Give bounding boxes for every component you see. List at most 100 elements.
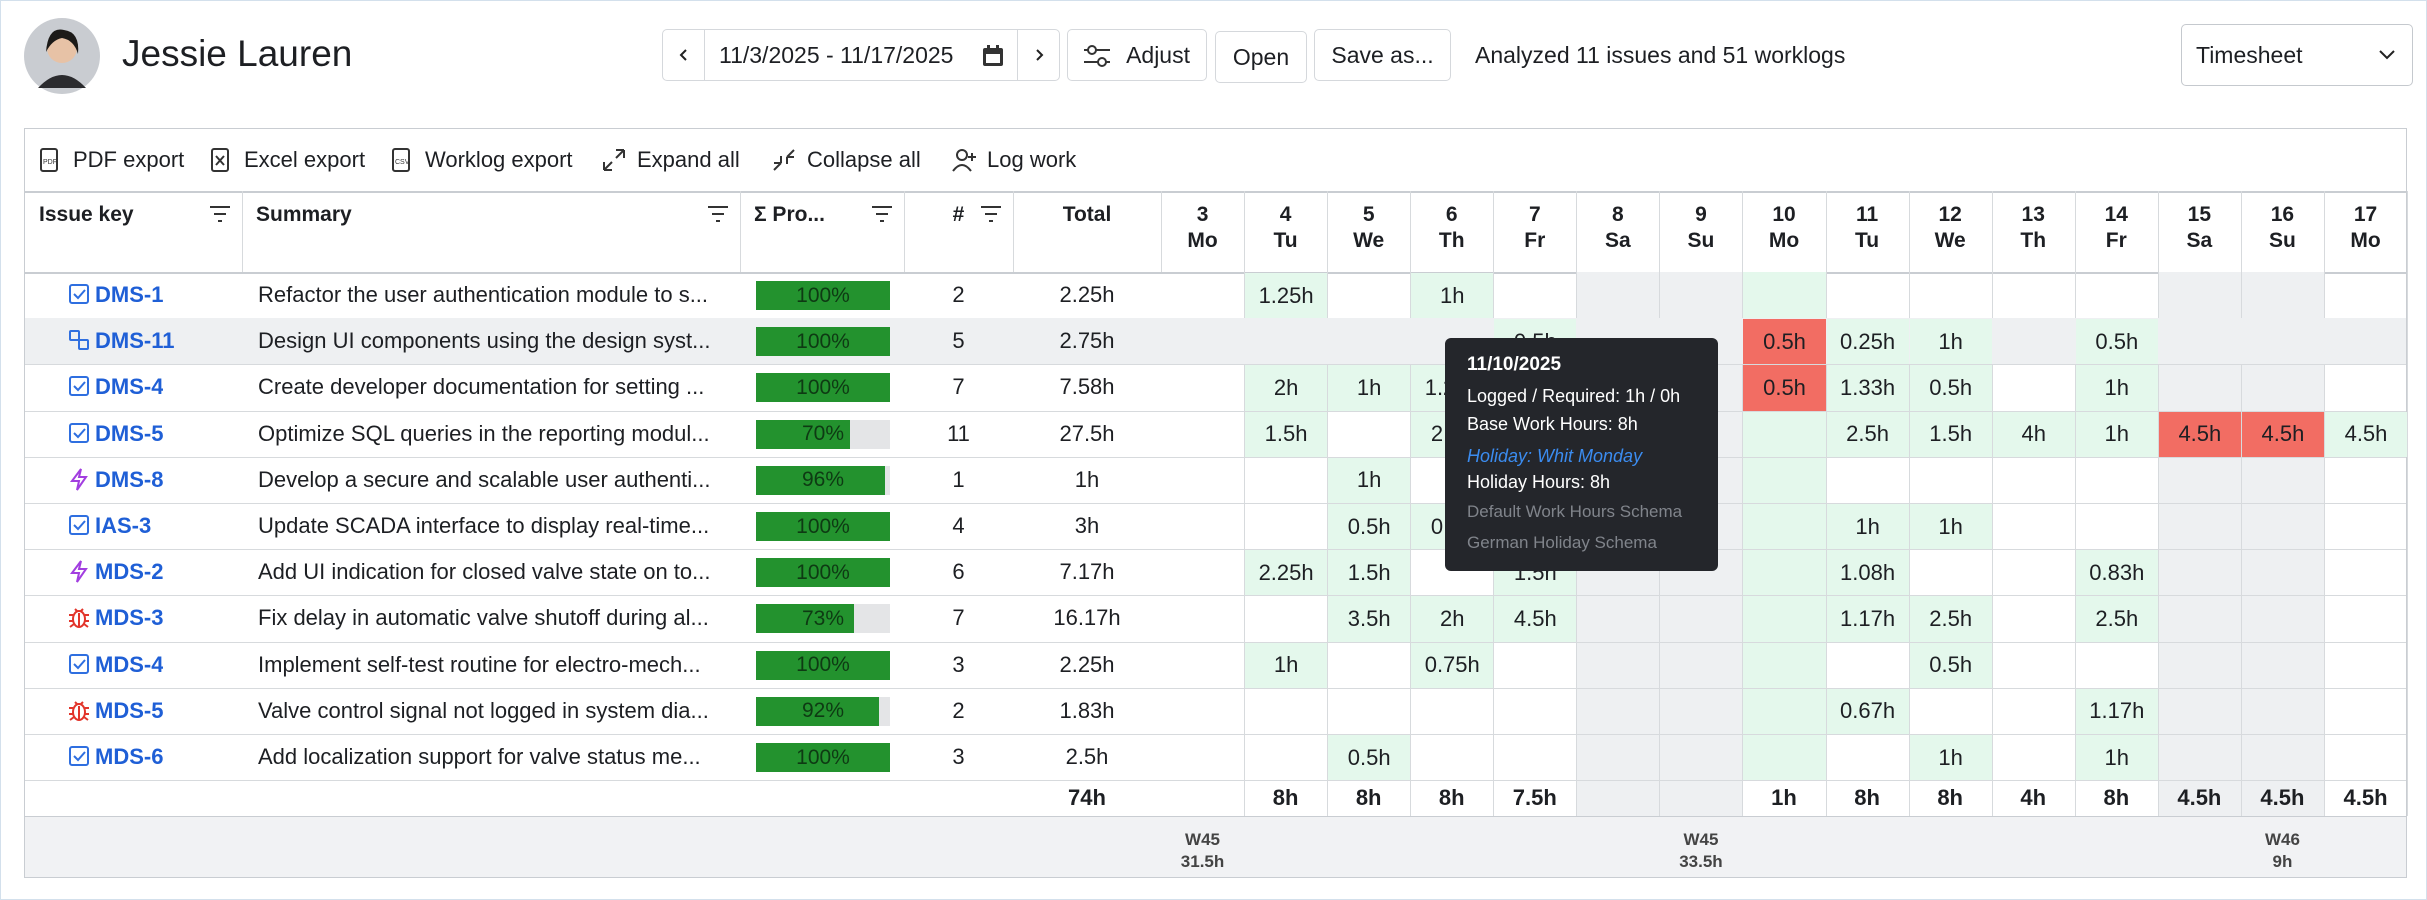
issue-count: 1: [952, 466, 965, 492]
issue-key[interactable]: DMS-1: [95, 282, 164, 308]
worklog-cell[interactable]: 2h: [1245, 365, 1328, 411]
issue-key[interactable]: MDS-3: [95, 605, 164, 631]
summary: Design UI components using the design sy…: [258, 328, 711, 354]
day-weekday: Mo: [2350, 229, 2381, 252]
progress-track: 100%: [756, 327, 890, 357]
worklog-cell[interactable]: 1h: [1328, 457, 1411, 503]
issue-total: 27.5h: [1059, 420, 1115, 446]
worklog-cell[interactable]: 1.25h: [1245, 273, 1328, 319]
toolbar-button[interactable]: PDF PDF export: [37, 143, 184, 177]
week-label: W45: [1683, 830, 1719, 850]
overtime-cell[interactable]: 0.5h: [1743, 365, 1826, 411]
toolbar-icon: PDF: [40, 148, 58, 172]
issue-key[interactable]: MDS-5: [95, 697, 164, 723]
issue-key[interactable]: DMS-4: [95, 374, 164, 400]
worklog-cell[interactable]: 2.5h: [1909, 596, 1992, 642]
worklog-cell[interactable]: 1h: [1909, 504, 1992, 550]
day-number: 8: [1612, 203, 1624, 226]
worklog-cell[interactable]: 1.5h: [1245, 411, 1328, 457]
toolbar-button[interactable]: Log work: [951, 143, 1076, 177]
worklog-cell[interactable]: 1.17h: [1826, 596, 1909, 642]
worklog-cell[interactable]: 1h: [2075, 735, 2158, 781]
summary: Develop a secure and scalable user authe…: [258, 466, 711, 492]
issue-count: 4: [952, 513, 965, 539]
overtime-cell[interactable]: 0.5h: [1743, 319, 1826, 365]
filter-icon: [210, 206, 230, 222]
worklog-cell[interactable]: 3.5h: [1328, 596, 1411, 642]
border-line: [25, 503, 2406, 504]
worklog-cell[interactable]: 1.08h: [1826, 550, 1909, 596]
worklog-cell[interactable]: 1h: [1909, 735, 1992, 781]
worklog-cell[interactable]: 0.75h: [1411, 642, 1494, 688]
issue-total: 1.83h: [1059, 697, 1115, 723]
save-as-button[interactable]: Save as...: [1314, 29, 1451, 81]
issue-count: 3: [952, 651, 965, 677]
day-weekday: Su: [1687, 229, 1715, 252]
day-weekday: Fr: [2105, 229, 2127, 252]
worklog-cell[interactable]: 4h: [1992, 411, 2075, 457]
worklog-cell[interactable]: 4.5h: [2324, 411, 2408, 457]
day-number: 17: [2353, 203, 2378, 226]
tooltip-work-schema: Default Work Hours Schema: [1467, 502, 1683, 521]
issue-key[interactable]: DMS-5: [95, 420, 164, 446]
worklog-cell[interactable]: 1h: [1328, 365, 1411, 411]
toolbar-button[interactable]: Collapse all: [771, 143, 921, 177]
column-header: Issue key: [39, 203, 134, 226]
worklog-cell[interactable]: 2.25h: [1245, 550, 1328, 596]
worklog-cell[interactable]: 1h: [2075, 365, 2158, 411]
overtime-cell[interactable]: 4.5h: [2158, 411, 2241, 457]
border-line: [25, 687, 2406, 689]
worklog-cell[interactable]: 1h: [2075, 411, 2158, 457]
toolbar-button[interactable]: Expand all: [601, 143, 740, 177]
issue-type-icon: [69, 422, 89, 443]
overtime-cell[interactable]: 4.5h: [2241, 411, 2324, 457]
worklog-cell[interactable]: 2.5h: [1826, 411, 1909, 457]
issue-key[interactable]: MDS-4: [95, 651, 164, 677]
worklog-cell[interactable]: 1.5h: [1328, 550, 1411, 596]
worklog-cell[interactable]: 1.33h: [1826, 365, 1909, 411]
day-weekday: Su: [2269, 229, 2296, 252]
worklog-cell[interactable]: 0.5h: [1909, 642, 1992, 688]
date-range[interactable]: 11/3/2025 - 11/17/2025: [704, 29, 1018, 81]
column-header: Summary: [256, 203, 352, 226]
worklog-cell[interactable]: 1h: [1411, 273, 1494, 319]
toolbar-icon: CSV: [392, 148, 410, 172]
worklog-cell[interactable]: 0.5h: [1328, 504, 1411, 550]
progress-track: 100%: [756, 512, 890, 541]
issue-key[interactable]: DMS-8: [95, 466, 164, 492]
day-number: 4: [1279, 203, 1292, 226]
day-weekday: Fr: [1524, 229, 1546, 252]
issue-key[interactable]: MDS-6: [95, 744, 164, 770]
next-button[interactable]: [1017, 29, 1060, 81]
issue-type-icon: [69, 515, 89, 535]
footer-total: 74h: [1068, 785, 1106, 811]
issue-key[interactable]: DMS-11: [95, 328, 175, 354]
column-header: Total: [1062, 203, 1112, 226]
worklog-cell[interactable]: 0.5h: [1909, 365, 1992, 411]
worklog-cell[interactable]: 4.5h: [1494, 596, 1577, 642]
toolbar-label: Collapse all: [807, 147, 921, 172]
toolbar-button[interactable]: Excel export: [208, 143, 365, 177]
worklog-cell[interactable]: 0.5h: [1328, 735, 1411, 781]
worklog-cell[interactable]: 0.67h: [1826, 688, 1909, 734]
issue-key[interactable]: IAS-3: [95, 513, 152, 539]
worklog-cell[interactable]: 0.83h: [2075, 550, 2158, 596]
issue-count: 11: [947, 420, 970, 446]
view-select[interactable]: Timesheet: [2181, 24, 2413, 86]
worklog-cell[interactable]: 2.5h: [2075, 596, 2158, 642]
worklog-cell[interactable]: 1h: [1909, 319, 1992, 365]
worklog-cell[interactable]: 1.5h: [1909, 411, 1992, 457]
adjust-icon: [1084, 45, 1110, 67]
worklog-cell[interactable]: 2h: [1411, 596, 1494, 642]
issue-key[interactable]: MDS-2: [95, 559, 164, 585]
issue-type-icon: [69, 746, 89, 766]
worklog-cell[interactable]: 1h: [1826, 504, 1909, 550]
adjust-button[interactable]: Adjust: [1067, 29, 1207, 81]
open-button[interactable]: Open: [1215, 31, 1307, 83]
toolbar-button[interactable]: CSV Worklog export: [389, 143, 573, 177]
worklog-cell[interactable]: 1h: [1245, 642, 1328, 688]
worklog-cell[interactable]: 0.5h: [2075, 319, 2158, 365]
worklog-cell[interactable]: 1.17h: [2075, 688, 2158, 734]
prev-button[interactable]: [662, 29, 705, 81]
worklog-cell[interactable]: 0.25h: [1826, 319, 1909, 365]
